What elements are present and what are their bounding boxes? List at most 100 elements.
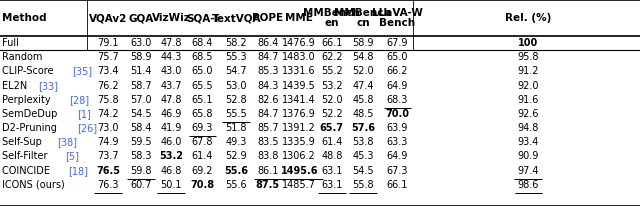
- Text: 53.2: 53.2: [159, 151, 183, 162]
- Text: TextVQA: TextVQA: [211, 13, 261, 23]
- Text: 65.0: 65.0: [387, 52, 408, 62]
- Text: SemDeDup: SemDeDup: [2, 109, 60, 119]
- Text: 76.2: 76.2: [97, 81, 119, 91]
- Text: 1306.2: 1306.2: [282, 151, 316, 162]
- Text: 65.7: 65.7: [320, 123, 344, 133]
- Text: 83.8: 83.8: [257, 151, 278, 162]
- Text: [18]: [18]: [68, 166, 88, 176]
- Text: Rel. (%): Rel. (%): [505, 13, 552, 23]
- Text: 55.5: 55.5: [225, 109, 247, 119]
- Text: 41.9: 41.9: [161, 123, 182, 133]
- Text: Perplexity: Perplexity: [2, 95, 54, 105]
- Text: 75.8: 75.8: [97, 95, 119, 105]
- Text: 65.5: 65.5: [192, 81, 213, 91]
- Text: MMBench
cn: MMBench cn: [335, 8, 391, 28]
- Text: 73.4: 73.4: [97, 67, 119, 76]
- Text: 1376.9: 1376.9: [282, 109, 316, 119]
- Text: 58.2: 58.2: [225, 38, 247, 48]
- Text: 68.5: 68.5: [192, 52, 213, 62]
- Text: 49.3: 49.3: [225, 137, 247, 147]
- Text: 61.4: 61.4: [192, 151, 213, 162]
- Text: 53.8: 53.8: [352, 137, 374, 147]
- Text: 55.8: 55.8: [352, 180, 374, 190]
- Text: 54.5: 54.5: [352, 166, 374, 176]
- Text: 85.3: 85.3: [257, 67, 278, 76]
- Text: 46.9: 46.9: [161, 109, 182, 119]
- Text: 1439.5: 1439.5: [282, 81, 316, 91]
- Text: 54.8: 54.8: [352, 52, 374, 62]
- Text: 66.2: 66.2: [387, 67, 408, 76]
- Text: 84.3: 84.3: [257, 81, 278, 91]
- Text: VQAv2: VQAv2: [89, 13, 127, 23]
- Text: SQA-I: SQA-I: [186, 13, 219, 23]
- Text: 65.1: 65.1: [192, 95, 213, 105]
- Text: 91.2: 91.2: [518, 67, 539, 76]
- Text: 69.2: 69.2: [192, 166, 213, 176]
- Text: [28]: [28]: [68, 95, 89, 105]
- Text: 52.2: 52.2: [321, 109, 342, 119]
- Text: [5]: [5]: [65, 151, 79, 162]
- Text: 57.6: 57.6: [351, 123, 375, 133]
- Text: 59.5: 59.5: [130, 137, 152, 147]
- Text: 67.3: 67.3: [387, 166, 408, 176]
- Text: 54.7: 54.7: [225, 67, 247, 76]
- Text: Full: Full: [2, 38, 19, 48]
- Text: 43.7: 43.7: [161, 81, 182, 91]
- Text: EL2N: EL2N: [2, 81, 30, 91]
- Text: POPE: POPE: [252, 13, 284, 23]
- Text: 64.9: 64.9: [387, 151, 408, 162]
- Text: 91.6: 91.6: [518, 95, 539, 105]
- Text: 63.3: 63.3: [387, 137, 408, 147]
- Text: 63.0: 63.0: [130, 38, 152, 48]
- Text: 1476.9: 1476.9: [282, 38, 316, 48]
- Text: 1331.6: 1331.6: [282, 67, 316, 76]
- Text: 48.5: 48.5: [352, 109, 374, 119]
- Text: 86.4: 86.4: [257, 38, 278, 48]
- Text: Self-Sup: Self-Sup: [2, 137, 45, 147]
- Text: 65.8: 65.8: [192, 109, 213, 119]
- Text: 83.5: 83.5: [257, 137, 278, 147]
- Text: 1341.4: 1341.4: [282, 95, 316, 105]
- Text: Random: Random: [2, 52, 42, 62]
- Text: 1495.6: 1495.6: [280, 166, 318, 176]
- Text: 73.7: 73.7: [97, 151, 119, 162]
- Text: 51.8: 51.8: [225, 123, 247, 133]
- Text: 44.3: 44.3: [161, 52, 182, 62]
- Text: 45.3: 45.3: [352, 151, 374, 162]
- Text: 58.4: 58.4: [130, 123, 152, 133]
- Text: MMBench
en: MMBench en: [303, 8, 360, 28]
- Text: 62.2: 62.2: [321, 52, 342, 62]
- Text: 47.8: 47.8: [161, 38, 182, 48]
- Text: 63.9: 63.9: [387, 123, 408, 133]
- Text: 66.1: 66.1: [321, 38, 342, 48]
- Text: 58.9: 58.9: [130, 52, 152, 62]
- Text: 58.9: 58.9: [352, 38, 374, 48]
- Text: 74.2: 74.2: [97, 109, 119, 119]
- Text: 45.8: 45.8: [352, 95, 374, 105]
- Text: 92.6: 92.6: [518, 109, 539, 119]
- Text: 57.0: 57.0: [130, 95, 152, 105]
- Text: 73.0: 73.0: [97, 123, 119, 133]
- Text: 84.7: 84.7: [257, 52, 278, 62]
- Text: 53.2: 53.2: [321, 81, 342, 91]
- Text: 46.0: 46.0: [161, 137, 182, 147]
- Text: 93.4: 93.4: [518, 137, 539, 147]
- Text: 92.0: 92.0: [518, 81, 539, 91]
- Text: [1]: [1]: [77, 109, 92, 119]
- Text: 55.2: 55.2: [321, 67, 342, 76]
- Text: [38]: [38]: [58, 137, 77, 147]
- Text: 76.5: 76.5: [96, 166, 120, 176]
- Text: 1483.0: 1483.0: [282, 52, 316, 62]
- Text: 58.3: 58.3: [130, 151, 152, 162]
- Text: [33]: [33]: [38, 81, 58, 91]
- Text: 51.4: 51.4: [130, 67, 152, 76]
- Text: 97.4: 97.4: [518, 166, 539, 176]
- Text: 66.1: 66.1: [387, 180, 408, 190]
- Text: GQA: GQA: [128, 13, 154, 23]
- Text: 68.3: 68.3: [387, 95, 408, 105]
- Text: 87.5: 87.5: [256, 180, 280, 190]
- Text: 79.1: 79.1: [97, 38, 119, 48]
- Text: 1335.9: 1335.9: [282, 137, 316, 147]
- Text: 82.6: 82.6: [257, 95, 278, 105]
- Text: 53.0: 53.0: [225, 81, 247, 91]
